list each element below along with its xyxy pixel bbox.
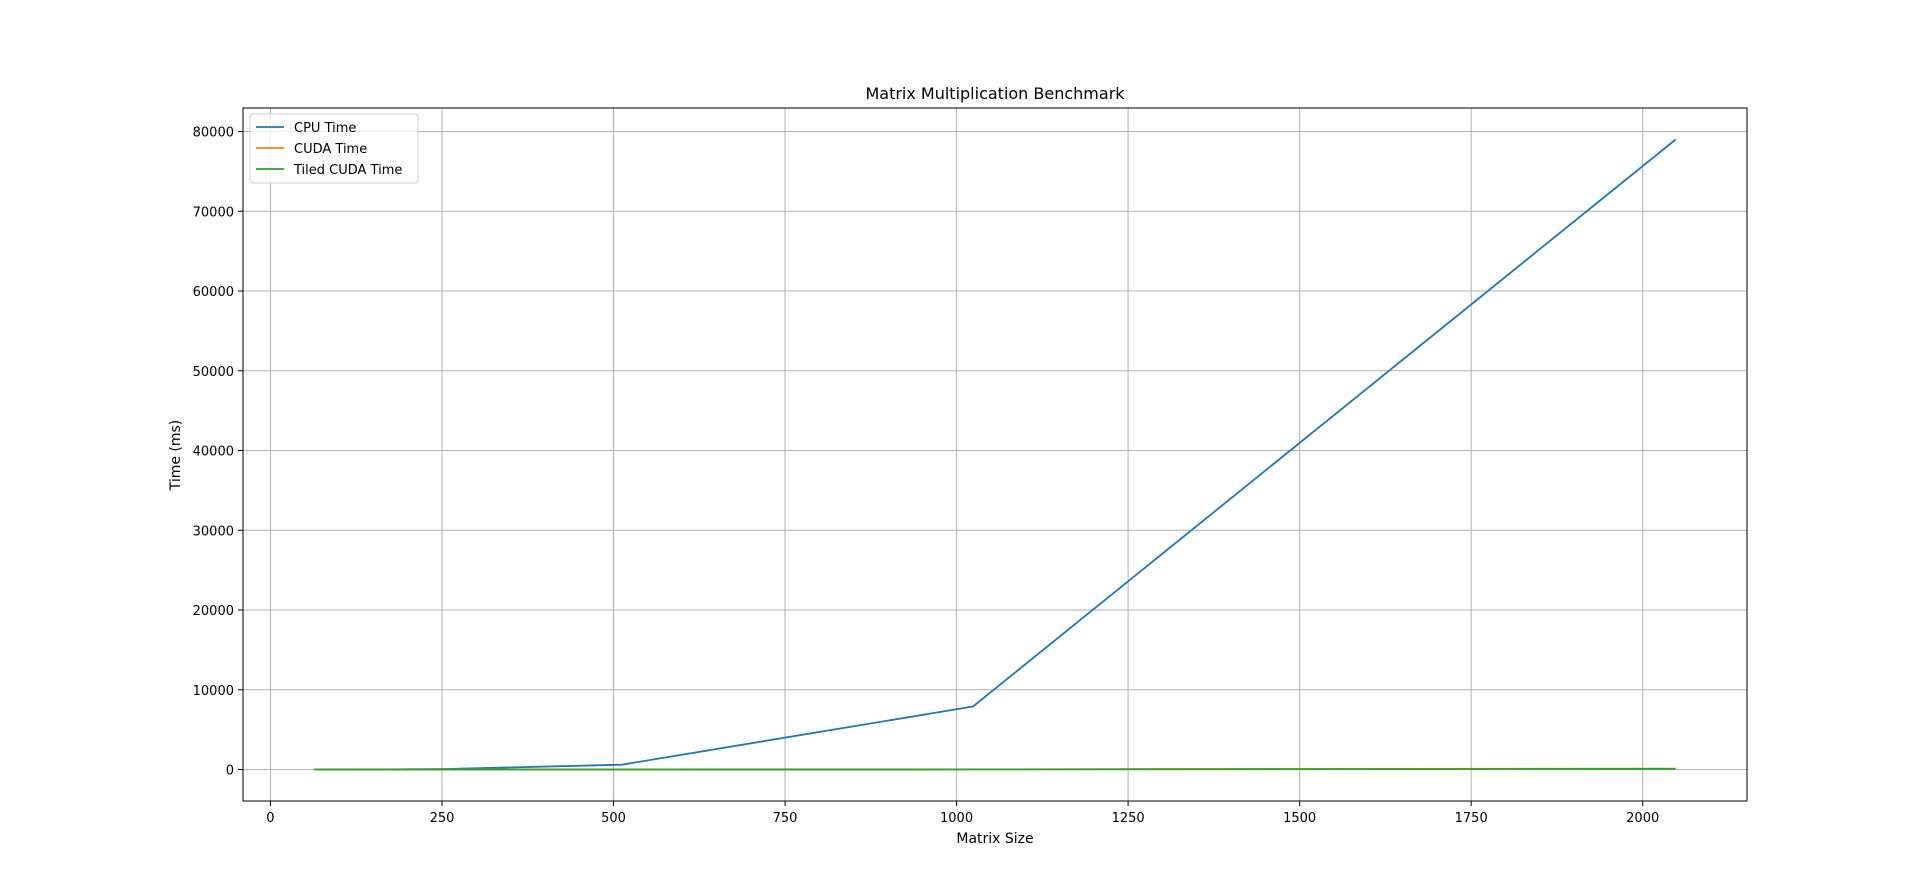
y-axis-ticks: 0 10000 20000 30000 40000 50000 60000 70000 8000… (193, 126, 243, 779)
y-tick-label: 60000 (193, 285, 234, 300)
legend-box (249, 113, 419, 184)
x-tick-label: 250 (430, 811, 455, 826)
y-tick-label: 50000 (193, 365, 234, 380)
series-line-tiled-cuda-time (314, 768, 1676, 771)
y-tick-label: 0 (226, 764, 234, 779)
x-tick-label: 1250 (1112, 811, 1145, 826)
y-tick-label: 40000 (193, 445, 234, 460)
legend-items: CPU Time CUDA Time Tiled CUDA Time (256, 121, 402, 178)
y-tick-label: 70000 (193, 205, 234, 220)
y-tick-label: 10000 (193, 684, 234, 699)
legend-label-cpu-time: CPU Time (294, 121, 356, 136)
y-axis-label: Time (ms) (168, 420, 184, 492)
y-tick-label: 20000 (193, 604, 234, 619)
x-tick-label: 750 (773, 811, 798, 826)
chart-title: Matrix Multiplication Benchmark (865, 84, 1125, 103)
legend-label-cuda-time: CUDA Time (294, 142, 367, 157)
x-axis-ticks: 0 250 500 750 1000 1250 1500 1750 2000 (266, 801, 1659, 826)
x-tick-label: 2000 (1626, 811, 1659, 826)
y-tick-label: 30000 (193, 524, 234, 539)
y-tick-label: 80000 (193, 126, 234, 141)
series-lines (314, 138, 1677, 771)
plot-area-frame (242, 107, 1748, 802)
x-tick-label: 0 (266, 811, 274, 826)
x-tick-label: 1000 (940, 811, 973, 826)
x-tick-label: 500 (601, 811, 626, 826)
x-tick-label: 1500 (1283, 811, 1316, 826)
x-axis-label: Matrix Size (956, 831, 1033, 847)
x-tick-label: 1750 (1455, 811, 1488, 826)
legend: CPU Time CUDA Time Tiled CUDA Time (249, 113, 419, 184)
legend-label-tiled-cuda-time: Tiled CUDA Time (293, 163, 402, 178)
